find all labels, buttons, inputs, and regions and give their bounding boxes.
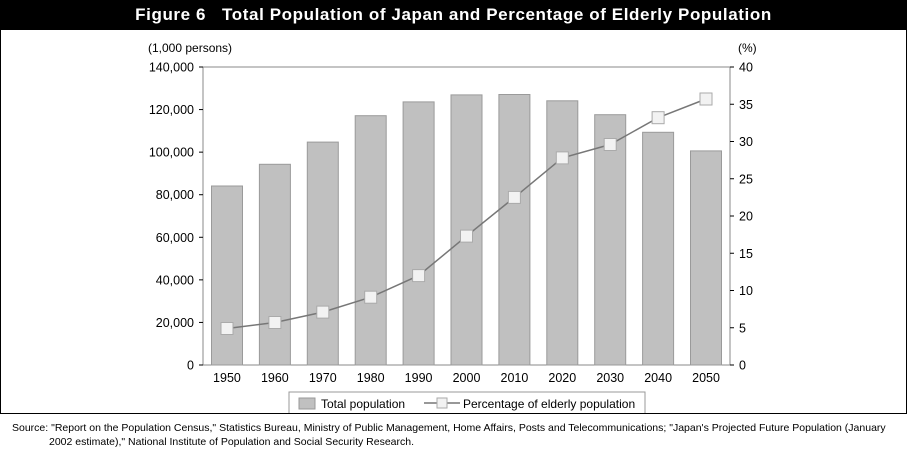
right-tick-label: 30 xyxy=(739,135,753,149)
left-tick-label: 20,000 xyxy=(156,316,194,330)
left-tick-label: 140,000 xyxy=(149,61,194,75)
source-note: Source: "Report on the Population Census… xyxy=(12,421,902,449)
left-tick-label: 60,000 xyxy=(156,231,194,245)
right-tick-label: 15 xyxy=(739,247,753,261)
population-chart: 0 20,000 40,000 60,000 80,000 100,000 120,000 1… xyxy=(148,41,757,413)
x-tick-label: 2050 xyxy=(692,371,720,385)
left-axis-unit: (1,000 persons) xyxy=(148,41,232,55)
right-tick-label: 0 xyxy=(739,359,746,373)
x-tick-label: 2030 xyxy=(596,371,624,385)
x-tick-label: 1990 xyxy=(405,371,433,385)
point-1980 xyxy=(364,290,378,304)
right-axis-ticks: 0 5 10 15 20 25 30 35 40 xyxy=(730,61,753,373)
point-1950 xyxy=(220,322,234,335)
left-tick-label: 80,000 xyxy=(156,188,194,202)
right-tick-label: 35 xyxy=(739,98,753,112)
bar-1970 xyxy=(306,141,339,366)
legend: Total population Percentage of elderly p… xyxy=(288,391,646,413)
point-2030 xyxy=(603,138,617,151)
bar-2050 xyxy=(690,150,722,366)
source-line-2: 2002 estimate)," National Institute of P… xyxy=(49,436,415,448)
bar-1980 xyxy=(354,115,387,366)
bar-2030 xyxy=(594,114,627,366)
bar-2040 xyxy=(642,131,675,366)
x-tick-label: 2000 xyxy=(453,371,481,385)
figure-title: Figure 6 Total Population of Japan and P… xyxy=(0,0,907,30)
left-tick-label: 120,000 xyxy=(149,103,194,117)
x-tick-label: 1960 xyxy=(261,371,289,385)
legend-line-label: Percentage of elderly population xyxy=(463,397,635,411)
left-tick-label: 100,000 xyxy=(149,146,194,160)
bar-1960 xyxy=(258,163,291,366)
line-series xyxy=(220,92,713,335)
point-2050 xyxy=(699,92,713,106)
bar-2010 xyxy=(498,94,531,366)
x-tick-label: 2010 xyxy=(501,371,529,385)
x-tick-label: 1980 xyxy=(357,371,385,385)
right-tick-label: 5 xyxy=(739,321,746,335)
legend-bar-swatch xyxy=(298,397,316,410)
right-tick-label: 10 xyxy=(739,284,753,298)
point-2020 xyxy=(555,151,569,165)
source-line-1: Source: "Report on the Population Census… xyxy=(12,422,886,434)
right-axis-unit: (%) xyxy=(738,41,757,55)
bar-series xyxy=(211,94,722,366)
point-2010 xyxy=(507,190,521,204)
right-tick-label: 25 xyxy=(739,172,753,186)
point-2040 xyxy=(651,111,665,125)
bar-1950 xyxy=(211,185,243,366)
bar-2020 xyxy=(546,100,579,366)
point-1990 xyxy=(412,269,426,283)
x-tick-label: 1970 xyxy=(309,371,337,385)
right-tick-label: 20 xyxy=(739,210,753,224)
legend-bar-label: Total population xyxy=(321,397,405,411)
left-tick-label: 40,000 xyxy=(156,273,194,287)
legend-box xyxy=(288,391,646,413)
point-1960 xyxy=(268,316,282,329)
x-tick-label: 1950 xyxy=(213,371,241,385)
x-tick-label: 2040 xyxy=(644,371,672,385)
right-tick-label: 40 xyxy=(739,61,753,75)
x-tick-label: 2020 xyxy=(548,371,576,385)
point-1970 xyxy=(316,305,330,319)
bar-1990 xyxy=(402,101,435,366)
legend-line-marker xyxy=(436,397,448,409)
point-2000 xyxy=(460,229,473,243)
left-tick-label: 0 xyxy=(187,359,194,373)
x-axis-ticks: 1950 1960 1970 1980 1990 2000 2010 2020 2030 2040… xyxy=(213,371,720,385)
left-axis-ticks: 0 20,000 40,000 60,000 80,000 100,000 120,000 1… xyxy=(149,61,203,373)
